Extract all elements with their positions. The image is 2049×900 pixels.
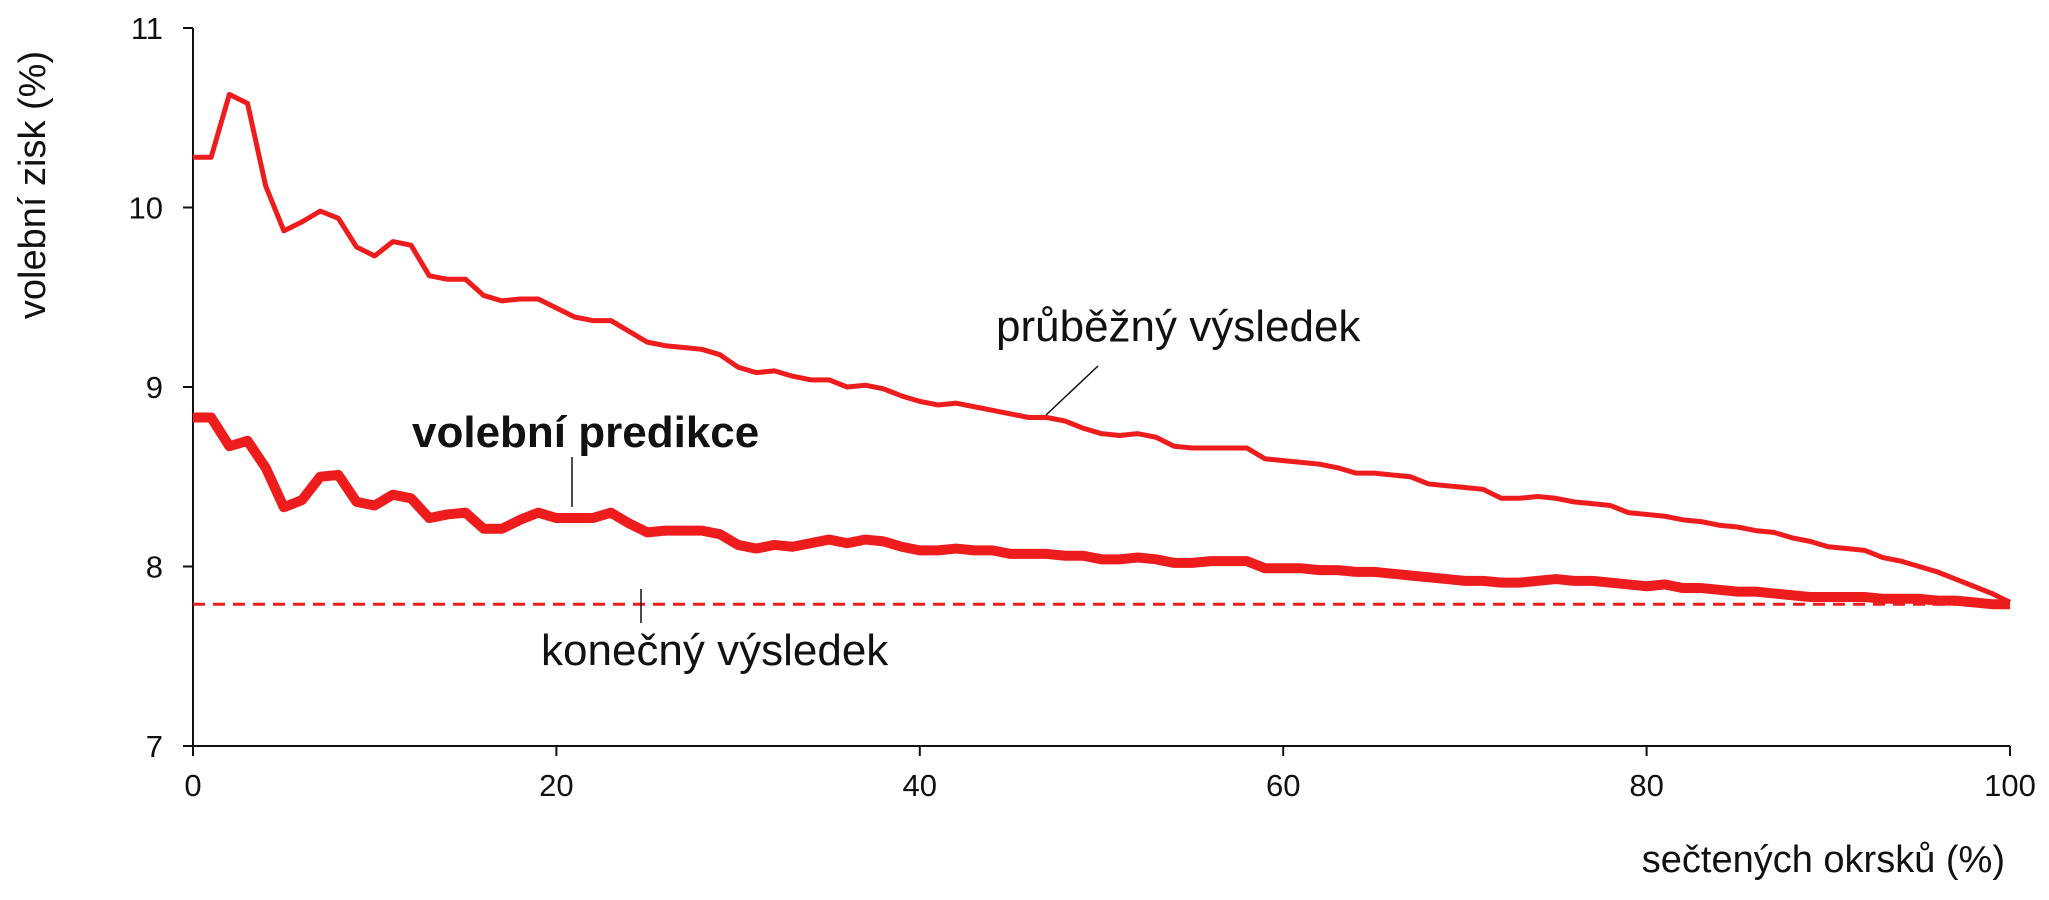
x-tick-label: 0: [184, 768, 201, 803]
leader-line: [1045, 365, 1099, 416]
x-axis-title: sečtených okrsků (%): [1642, 839, 2005, 881]
y-tick-label: 10: [129, 191, 163, 226]
y-tick-label: 11: [131, 11, 163, 46]
x-tick-label: 20: [539, 768, 573, 803]
series-line: [193, 412, 2010, 610]
x-tick-label: 60: [1266, 768, 1300, 803]
series-label: volební predikce: [412, 408, 759, 457]
series-line: [193, 91, 2012, 605]
x-tick-label: 40: [903, 768, 937, 803]
x-tick-label: 80: [1629, 768, 1663, 803]
y-axis-title: volební zisk (%): [12, 51, 54, 319]
reference-label: konečný výsledek: [541, 626, 889, 675]
y-tick-label: 8: [146, 550, 163, 585]
y-tick-label: 7: [146, 729, 163, 764]
y-tick-label: 9: [146, 370, 163, 405]
x-tick-label: 100: [1984, 768, 2036, 803]
series-label: průběžný výsledek: [996, 302, 1361, 351]
